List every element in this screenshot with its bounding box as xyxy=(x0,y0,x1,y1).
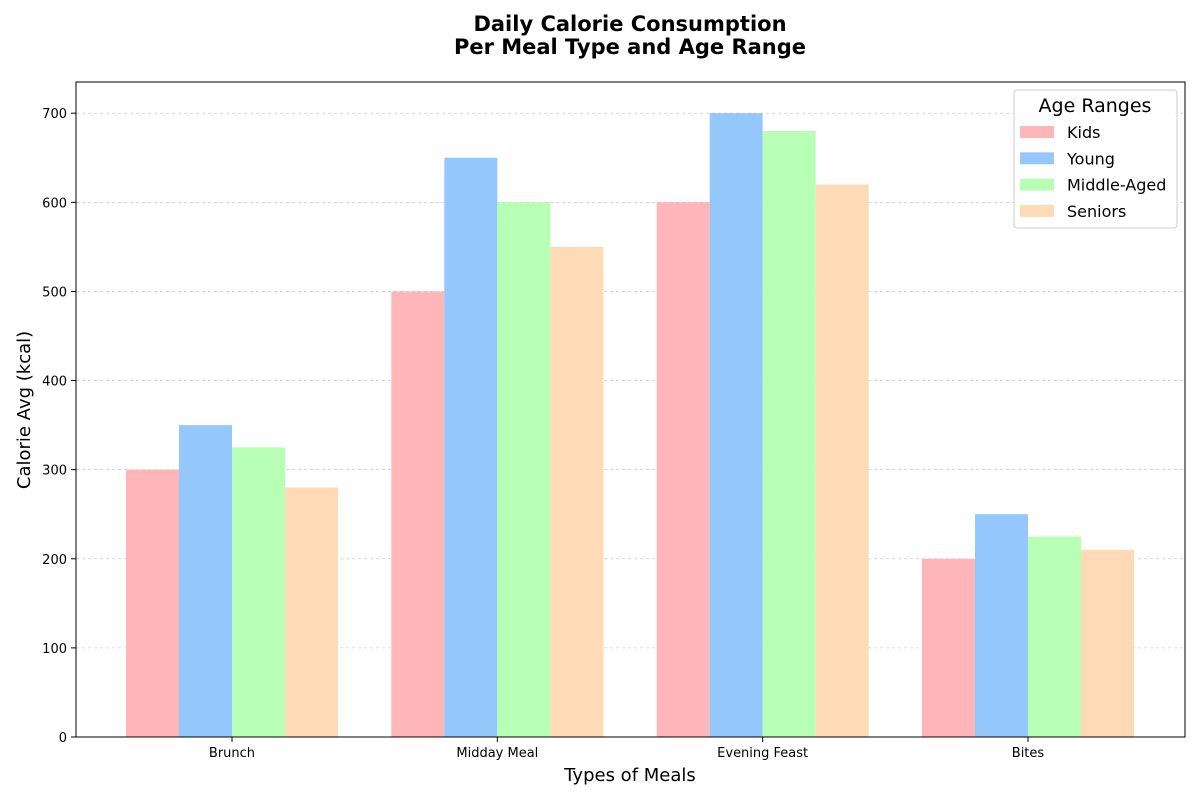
x-tick-label: Evening Feast xyxy=(717,746,808,761)
bar-middle-aged-0 xyxy=(232,447,285,737)
y-tick-label: 100 xyxy=(42,642,67,657)
bar-young-0 xyxy=(179,425,232,737)
legend-swatch xyxy=(1020,204,1054,217)
legend-swatch xyxy=(1020,126,1054,138)
y-axis-label: Calorie Avg (kcal) xyxy=(14,331,35,489)
legend-box xyxy=(1013,89,1178,229)
bar-middle-aged-1 xyxy=(497,202,551,737)
legend-label: Young xyxy=(1066,149,1115,168)
legend-items: Kids Young Middle-Aged Seniors xyxy=(1020,123,1166,221)
bar-young-2 xyxy=(709,113,763,737)
plot-frame xyxy=(75,81,1186,738)
bar-seniors-1 xyxy=(550,246,604,737)
bar-young-3 xyxy=(974,514,1028,737)
x-axis-ticks: Brunch Midday Meal Evening Feast Bites xyxy=(209,737,1044,761)
y-tick-label: 0 xyxy=(59,731,67,746)
legend-swatch xyxy=(1020,178,1054,191)
legend-label: Seniors xyxy=(1067,202,1126,221)
bars xyxy=(126,113,1134,738)
bar-kids-1 xyxy=(391,291,445,737)
bar-seniors-3 xyxy=(1080,549,1134,737)
legend-label: Kids xyxy=(1067,123,1100,142)
y-tick-label: 700 xyxy=(42,107,67,122)
x-tick-label: Midday Meal xyxy=(456,746,538,761)
legend-label: Middle-Aged xyxy=(1067,176,1166,195)
legend: Age Ranges Kids Young Middle-Aged Seniors xyxy=(1013,89,1178,229)
bar-middle-aged-3 xyxy=(1027,536,1081,737)
bar-kids-0 xyxy=(126,469,179,737)
y-tick-label: 500 xyxy=(42,285,67,300)
y-tick-label: 400 xyxy=(42,375,67,390)
x-axis-label: Types of Meals xyxy=(563,765,696,786)
y-tick-label: 300 xyxy=(42,464,67,479)
chart-title-line-1: Daily Calorie Consumption xyxy=(473,12,786,36)
legend-swatch xyxy=(1020,152,1054,165)
bar-kids-2 xyxy=(656,202,710,737)
y-tick-label: 200 xyxy=(42,553,67,568)
bar-kids-3 xyxy=(921,558,975,737)
x-tick-label: Brunch xyxy=(209,746,255,761)
bar-young-1 xyxy=(444,157,498,738)
x-tick-label: Bites xyxy=(1012,746,1045,761)
legend-title: Age Ranges xyxy=(1039,95,1152,117)
bar-seniors-2 xyxy=(815,184,869,738)
y-tick-label: 600 xyxy=(42,196,67,211)
bar-seniors-0 xyxy=(285,487,338,737)
y-axis-ticks: 0 100 200 300 400 500 600 700 xyxy=(42,107,76,746)
chart-title-line-2: Per Meal Type and Age Range xyxy=(454,35,806,59)
bar-middle-aged-2 xyxy=(762,131,816,737)
